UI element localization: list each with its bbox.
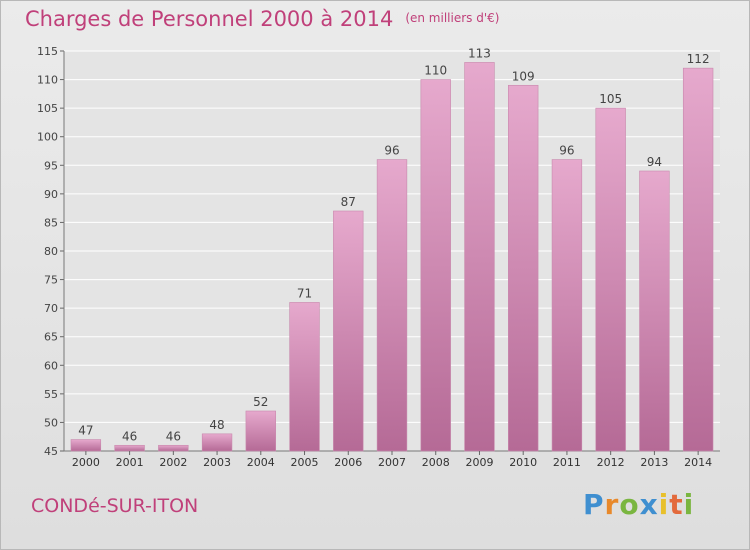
x-tick-label: 2012 <box>597 456 625 469</box>
y-tick-label: 85 <box>44 216 58 229</box>
y-tick-label: 60 <box>44 359 58 372</box>
x-tick-label: 2000 <box>72 456 100 469</box>
x-tick-label: 2006 <box>334 456 362 469</box>
bar <box>508 85 539 452</box>
y-tick-label: 45 <box>44 445 58 458</box>
proxiti-logo: Proxiti <box>583 488 694 521</box>
bar <box>464 62 495 452</box>
logo-letter: x <box>639 488 659 521</box>
bar-value-label: 96 <box>384 144 399 158</box>
bar-value-label: 94 <box>647 155 662 169</box>
y-tick-label: 55 <box>44 388 58 401</box>
x-tick-label: 2010 <box>509 456 537 469</box>
y-tick-label: 50 <box>44 416 58 429</box>
bar <box>70 439 101 451</box>
y-tick-label: 100 <box>37 131 58 144</box>
bar-value-label: 96 <box>559 144 574 158</box>
commune-name: CONDé-SUR-ITON <box>31 495 199 517</box>
y-tick-label: 65 <box>44 331 58 344</box>
y-tick-label: 75 <box>44 274 58 287</box>
bar <box>158 445 189 451</box>
bar <box>552 159 582 452</box>
bar <box>245 411 276 451</box>
bar <box>377 159 407 452</box>
x-tick-label: 2003 <box>203 456 231 469</box>
bar-value-label: 105 <box>599 92 622 106</box>
bar <box>289 302 320 451</box>
bar-value-label: 46 <box>122 429 137 443</box>
y-tick-label: 80 <box>44 245 58 258</box>
x-tick-label: 2007 <box>378 456 406 469</box>
bar <box>202 433 232 451</box>
bar <box>420 79 451 452</box>
bar-value-label: 47 <box>78 424 93 438</box>
bar-value-label: 87 <box>341 195 356 209</box>
chart-unit: (en milliers d'€) <box>405 11 500 25</box>
logo-letter: i <box>683 488 695 521</box>
logo-letter: i <box>658 488 670 521</box>
x-tick-label: 2004 <box>247 456 275 469</box>
chart-title: Charges de Personnel 2000 à 2014 <box>25 7 394 31</box>
y-tick-label: 95 <box>44 159 58 172</box>
x-tick-label: 2014 <box>684 456 712 469</box>
logo-letter: o <box>619 488 640 521</box>
x-tick-label: 2005 <box>291 456 319 469</box>
bar-value-label: 110 <box>424 64 447 78</box>
y-tick-label: 110 <box>37 74 58 87</box>
x-tick-label: 2009 <box>465 456 493 469</box>
bar <box>683 68 714 452</box>
logo-letter: P <box>583 488 605 521</box>
x-tick-label: 2008 <box>422 456 450 469</box>
bar-value-label: 71 <box>297 286 312 300</box>
bar <box>639 171 670 451</box>
bar-value-label: 112 <box>687 52 710 66</box>
bar-value-label: 52 <box>253 395 268 409</box>
y-tick-label: 105 <box>37 102 58 115</box>
x-tick-label: 2001 <box>116 456 144 469</box>
x-tick-label: 2013 <box>640 456 668 469</box>
x-tick-label: 2002 <box>159 456 187 469</box>
bar-value-label: 113 <box>468 46 491 60</box>
bar-value-label: 48 <box>209 418 224 432</box>
y-tick-label: 90 <box>44 188 58 201</box>
bar <box>333 211 364 451</box>
y-tick-label: 115 <box>37 45 58 58</box>
y-tick-label: 70 <box>44 302 58 315</box>
x-tick-label: 2011 <box>553 456 581 469</box>
bar <box>595 108 626 452</box>
logo-letter: t <box>669 488 684 521</box>
bar-value-label: 46 <box>166 429 181 443</box>
logo-letter: r <box>604 488 620 521</box>
title-block: Charges de Personnel 2000 à 2014 (en mill… <box>25 7 499 31</box>
bar <box>114 445 145 451</box>
bar-value-label: 109 <box>512 69 535 83</box>
